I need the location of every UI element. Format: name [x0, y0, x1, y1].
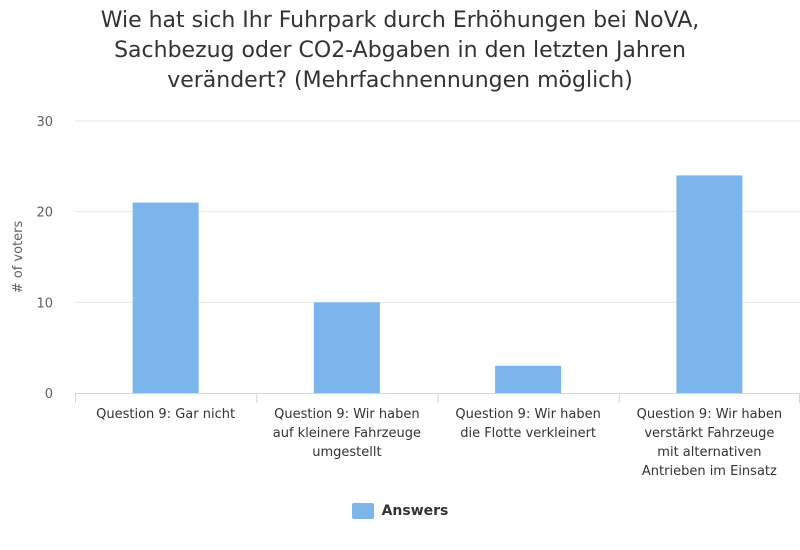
chart-title-line-2: Sachbezug oder CO2-Abgaben in den letzte… — [114, 38, 686, 63]
chart-title-line-1: Wie hat sich Ihr Fuhrpark durch Erhöhung… — [100, 8, 700, 33]
x-category-label: Question 9: Gar nicht — [96, 407, 235, 422]
x-category-label: Question 9: Wir haben auf kleinere Fahrze… — [273, 407, 421, 460]
y-tick-label: 0 — [45, 387, 53, 402]
legend-swatch — [351, 503, 374, 519]
y-tick-label: 30 — [36, 115, 53, 130]
legend: Answers — [0, 503, 800, 519]
x-category-label: Question 9: Wir haben die Flotte verklein… — [455, 407, 600, 441]
bar[interactable] — [495, 365, 562, 393]
labels: 0 10 20 30 Question 9: Gar nicht Question 9: … — [11, 115, 782, 479]
bars — [132, 175, 743, 393]
y-tick-label: 10 — [36, 296, 53, 311]
axes — [75, 393, 800, 403]
y-axis-title: # of voters — [11, 221, 26, 294]
y-tick-label: 20 — [36, 206, 53, 221]
bar[interactable] — [676, 175, 743, 393]
chart-title: Wie hat sich Ihr Fuhrpark durch Erhöhung… — [40, 6, 760, 96]
bar[interactable] — [313, 302, 380, 393]
bar[interactable] — [132, 202, 199, 393]
legend-label: Answers — [381, 503, 449, 519]
legend-item-answers[interactable]: Answers — [351, 503, 449, 519]
x-category-label: Question 9: Wir haben verstärkt Fahrzeuge… — [637, 407, 782, 479]
chart-title-line-3: verändert? (Mehrfachnennungen möglich) — [167, 68, 633, 93]
